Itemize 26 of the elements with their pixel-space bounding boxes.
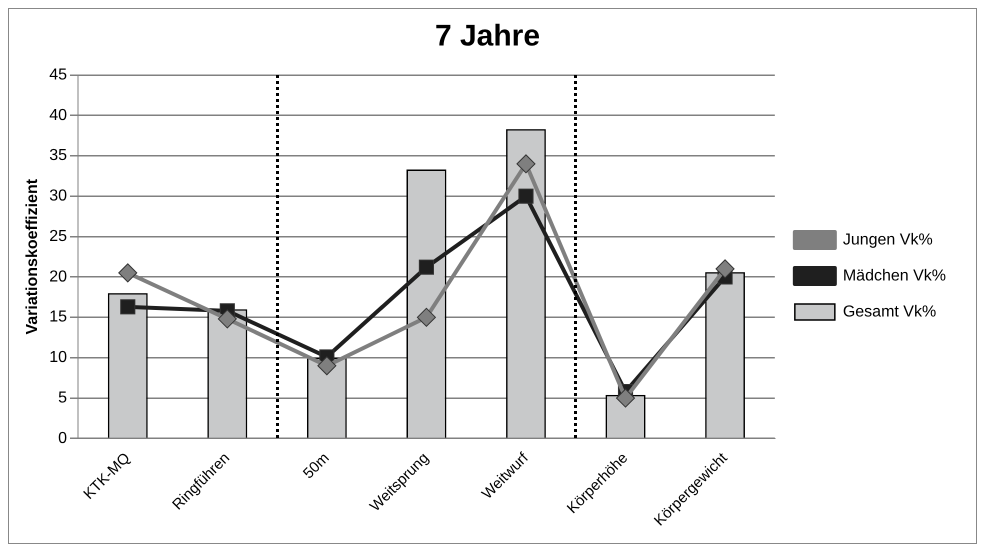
- point: [716, 259, 735, 278]
- y-tick-label: 15: [49, 308, 68, 326]
- y-tick-label: 25: [49, 228, 68, 245]
- legend-label: Jungen Vk%: [842, 231, 933, 248]
- y-tick-label: 30: [49, 188, 68, 205]
- y-tick-label: 20: [49, 268, 68, 286]
- y-tick-label: 10: [49, 349, 68, 366]
- point: [120, 299, 136, 314]
- legend-label: Gesamt Vk%: [842, 303, 936, 320]
- y-tick-label: 35: [49, 147, 68, 164]
- chart-title: 7 Jahre: [434, 19, 540, 52]
- x-tick-label: 50m: [300, 450, 333, 482]
- point: [416, 308, 436, 327]
- point: [518, 188, 534, 204]
- legend-label: Mädchen Vk%: [842, 267, 946, 284]
- y-tick-label: 0: [58, 430, 68, 447]
- point: [516, 154, 536, 174]
- y-tick-label: 45: [49, 66, 68, 84]
- point: [418, 260, 434, 275]
- point: [616, 388, 636, 408]
- y-axis-title: Variationskoeffizient: [24, 178, 42, 335]
- point: [218, 309, 237, 328]
- y-tick-label: 5: [58, 389, 68, 406]
- y-tick-label: 40: [49, 106, 68, 124]
- point: [118, 263, 138, 282]
- point: [317, 356, 336, 376]
